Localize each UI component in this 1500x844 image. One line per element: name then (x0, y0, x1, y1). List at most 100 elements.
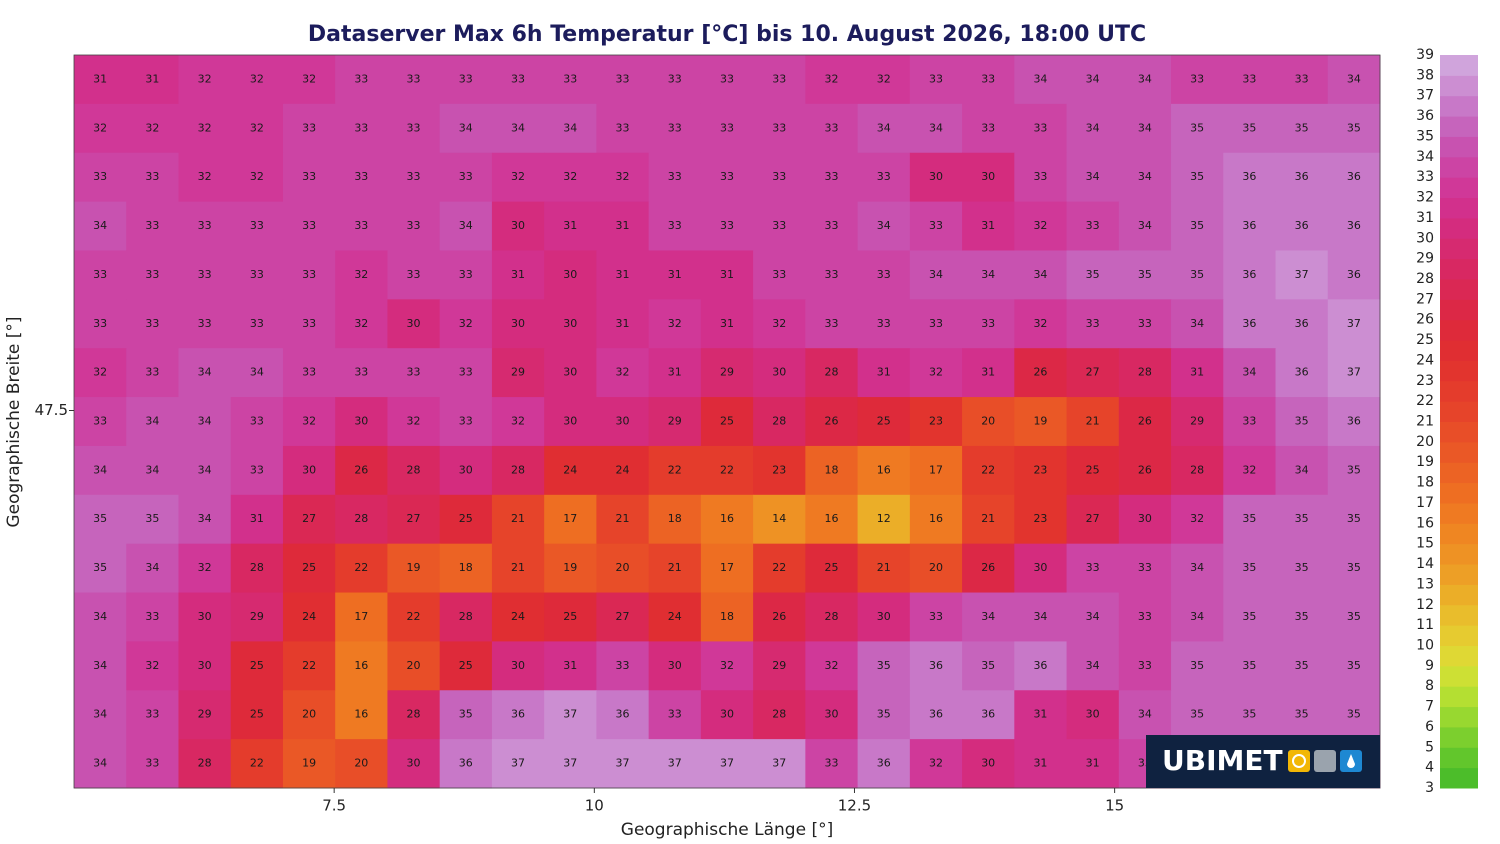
cell-value: 32 (93, 121, 107, 134)
cell-value: 32 (250, 72, 264, 85)
x-tick-label: 12.5 (838, 797, 871, 815)
cell-value: 34 (877, 121, 891, 134)
cell (1118, 103, 1172, 154)
cell (544, 690, 597, 740)
cell (1066, 201, 1120, 251)
cell-value: 35 (1347, 512, 1361, 525)
cell (805, 445, 859, 496)
cell (1171, 592, 1224, 642)
cell-value: 33 (302, 317, 316, 330)
cell-value: 22 (772, 561, 786, 574)
cell-value: 33 (1086, 219, 1100, 232)
cell (282, 397, 336, 447)
cell (857, 494, 911, 545)
cell (1327, 543, 1381, 594)
cell-value: 33 (250, 463, 264, 476)
cell (387, 397, 441, 447)
cell (230, 250, 284, 300)
cell (596, 201, 650, 251)
cell-value: 34 (1190, 610, 1204, 623)
cell-value: 30 (354, 415, 368, 428)
cell (1118, 494, 1172, 545)
cell-value: 16 (354, 708, 368, 721)
cell-value: 33 (1295, 72, 1309, 85)
cell-value: 34 (93, 219, 107, 232)
colorbar-segment (1440, 686, 1478, 708)
cell (1171, 201, 1224, 251)
cell (282, 250, 336, 300)
colorbar-tick-label: 9 (1425, 658, 1434, 674)
cell-value: 32 (354, 317, 368, 330)
cell-value: 30 (511, 317, 525, 330)
cell (439, 55, 493, 105)
cell (1327, 103, 1381, 154)
cell-value: 34 (1138, 170, 1152, 183)
cell-value: 33 (145, 708, 159, 721)
cell (126, 55, 179, 105)
colorbar-segment (1440, 136, 1478, 158)
cell (700, 592, 754, 642)
cell-value: 34 (198, 415, 212, 428)
cell-value: 32 (93, 366, 107, 379)
cloud-icon (1314, 750, 1336, 772)
cell (1118, 250, 1172, 300)
cell-value: 30 (198, 659, 212, 672)
colorbar-tick-label: 7 (1425, 699, 1434, 715)
cell-value: 30 (616, 415, 630, 428)
cell (544, 641, 597, 691)
cell (648, 494, 702, 545)
colorbar-tick-label: 18 (1416, 475, 1434, 491)
cell-value: 34 (93, 659, 107, 672)
cell-value: 35 (1190, 170, 1204, 183)
cell-value: 35 (93, 512, 107, 525)
cell (1275, 690, 1329, 740)
cell (962, 201, 1015, 251)
cell (387, 103, 441, 154)
cell (491, 152, 545, 203)
cell (962, 543, 1015, 594)
cell-value: 33 (981, 121, 995, 134)
colorbar-tick-label: 13 (1416, 576, 1434, 592)
cell (439, 397, 493, 447)
cell-value: 37 (772, 757, 786, 770)
cell (1327, 494, 1381, 545)
cell-value: 33 (668, 219, 682, 232)
cell (126, 641, 179, 691)
cell-value: 33 (1138, 610, 1152, 623)
cell (909, 445, 963, 496)
cell-value: 28 (824, 366, 838, 379)
cell-value: 33 (1033, 170, 1047, 183)
x-axis-label: Geographische Länge [°] (621, 820, 833, 840)
cell-value: 22 (407, 610, 421, 623)
cell (1223, 55, 1277, 105)
plot-frame (73, 54, 1381, 789)
cell-value: 22 (250, 757, 264, 770)
cell-value: 22 (720, 463, 734, 476)
colorbar-segment (1440, 177, 1478, 199)
cell-value: 36 (1295, 219, 1309, 232)
cell (1171, 299, 1224, 349)
colorbar-segment (1440, 564, 1478, 585)
colorbar-tick-label: 31 (1416, 210, 1434, 226)
cell-value: 33 (824, 219, 838, 232)
cell (700, 739, 754, 789)
cell-value: 29 (1190, 415, 1204, 428)
x-tick-label: 7.5 (322, 797, 346, 815)
cell-value: 33 (459, 72, 473, 85)
cell (909, 299, 963, 349)
cell-value: 36 (1033, 659, 1047, 672)
cell-value: 33 (145, 268, 159, 281)
cell (962, 348, 1015, 398)
cell-value: 28 (407, 708, 421, 721)
cell-value: 32 (720, 659, 734, 672)
cell (753, 690, 806, 740)
cell (596, 739, 650, 789)
cell (962, 494, 1015, 545)
cell (126, 397, 179, 447)
cell-value: 35 (1242, 610, 1256, 623)
cell-value: 30 (981, 170, 995, 183)
cell (1223, 690, 1277, 740)
cell-value: 34 (1138, 72, 1152, 85)
colorbar-tick-label: 24 (1416, 352, 1434, 368)
cell-value: 28 (198, 757, 212, 770)
